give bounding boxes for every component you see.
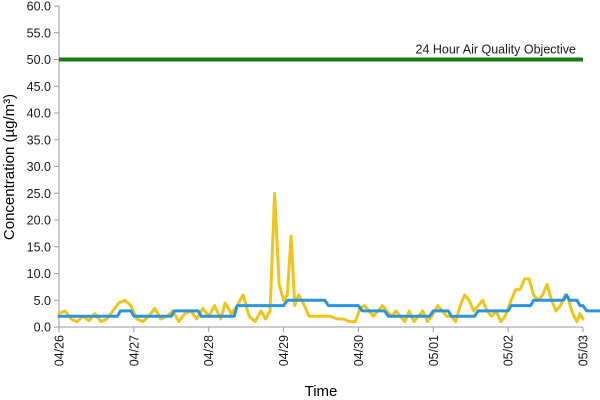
y-tick-label: 45.0 (27, 80, 51, 94)
y-tick-label: 30.0 (27, 160, 51, 174)
x-tick-label: 04/26 (53, 335, 67, 366)
x-tick-label: 04/30 (352, 335, 366, 366)
x-tick-label: 05/02 (502, 335, 516, 366)
x-tick-label: 05/03 (577, 335, 591, 366)
x-axis-ticks: 04/26 04/27 04/28 04/29 04/30 05/01 05/02 05/03 (53, 327, 591, 366)
y-tick-label: 25.0 (27, 187, 51, 201)
y-tick-label: 10.0 (27, 267, 51, 281)
y-tick-label: 60.0 (27, 0, 51, 14)
series-line-2 (57, 293, 600, 318)
y-tick-label: 5.0 (34, 294, 51, 308)
y-tick-label: 50.0 (27, 53, 51, 67)
y-tick-label: 35.0 (27, 133, 51, 147)
series-group (57, 191, 600, 324)
y-tick-label: 0.0 (34, 321, 51, 335)
y-tick-label: 15.0 (27, 240, 51, 254)
x-tick-label: 04/27 (127, 335, 141, 366)
air-quality-objective-label: 24 Hour Air Quality Objective (416, 43, 577, 57)
x-tick-label: 04/29 (277, 335, 291, 366)
x-tick-label: 05/01 (427, 335, 441, 366)
y-tick-label: 40.0 (27, 107, 51, 121)
series-line-1 (57, 191, 585, 324)
x-axis-title: Time (305, 383, 338, 400)
y-axis-ticks: 0.0 5.0 10.0 15.0 20.0 25.0 30.0 35.0 40.0 45.0 50… (27, 0, 59, 335)
y-tick-label: 55.0 (27, 26, 51, 40)
y-tick-label: 20.0 (27, 214, 51, 228)
x-tick-label: 04/28 (202, 335, 216, 366)
reference-line-group: 24 Hour Air Quality Objective (59, 43, 583, 62)
y-axis-title: Concentration (µg/m³) (1, 94, 18, 240)
